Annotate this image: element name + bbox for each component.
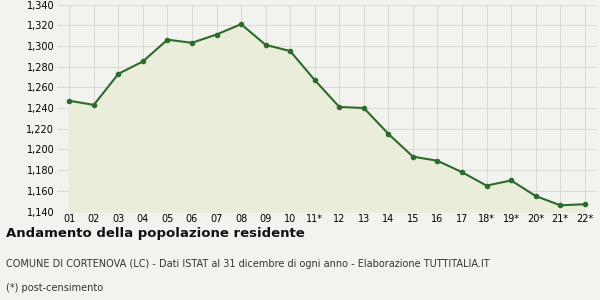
Text: (*) post-censimento: (*) post-censimento: [6, 283, 103, 293]
Text: Andamento della popolazione residente: Andamento della popolazione residente: [6, 227, 305, 240]
Text: COMUNE DI CORTENOVA (LC) - Dati ISTAT al 31 dicembre di ogni anno - Elaborazione: COMUNE DI CORTENOVA (LC) - Dati ISTAT al…: [6, 259, 490, 269]
